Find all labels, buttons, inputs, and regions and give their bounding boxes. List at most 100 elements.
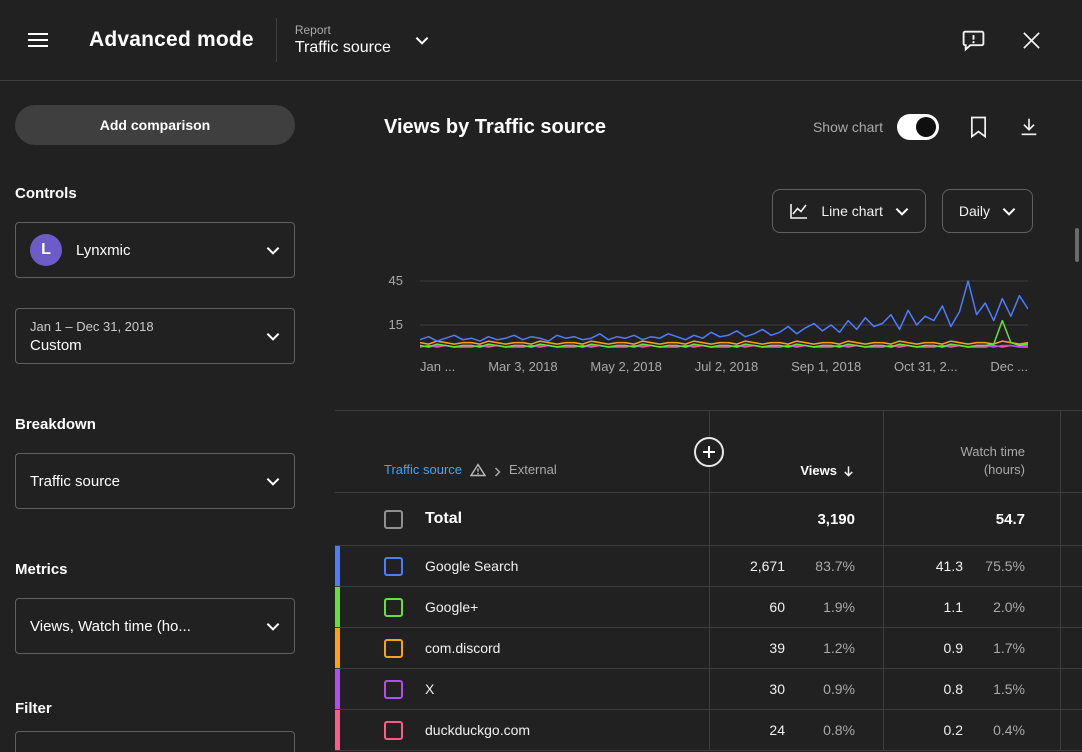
line-chart[interactable] — [420, 269, 1028, 353]
row-checkbox[interactable] — [384, 638, 403, 658]
total-label: Total — [425, 510, 463, 527]
row-views: 60 — [769, 599, 785, 615]
row-watch-time: 41.3 — [935, 558, 963, 574]
report-selector[interactable]: Report Traffic source — [295, 23, 429, 57]
chevron-down-icon — [415, 36, 429, 45]
scrollbar-thumb[interactable] — [1075, 228, 1079, 262]
row-color-bar — [335, 669, 340, 709]
chevron-down-icon — [266, 622, 280, 631]
row-views: 2,671 — [749, 558, 785, 574]
x-tick-label: Jul 2, 2018 — [694, 359, 759, 374]
x-tick-label: Jan ... — [420, 359, 456, 374]
total-row[interactable]: Total 3,190 54.7 — [335, 493, 1082, 546]
interval-label: Daily — [958, 203, 990, 219]
date-range-dropdown[interactable]: Jan 1 – Dec 31, 2018 Custom — [15, 308, 295, 364]
show-chart-toggle[interactable] — [897, 114, 939, 140]
row-watch-time-pct: 0.4% — [993, 722, 1025, 738]
download-button[interactable] — [1018, 116, 1040, 138]
views-column-label: Views — [800, 463, 837, 478]
add-comparison-button[interactable]: Add comparison — [15, 105, 295, 145]
metrics-heading: Metrics — [15, 561, 68, 578]
metrics-dropdown[interactable]: Views, Watch time (ho... — [15, 598, 295, 654]
topbar-divider — [275, 18, 277, 62]
table-row[interactable]: Google+ 60 1.9% 1.1 2.0% — [335, 587, 1082, 628]
metrics-value: Views, Watch time (ho... — [30, 617, 191, 635]
topbar: Advanced mode Report Traffic source — [0, 0, 1082, 81]
table-row[interactable]: X 30 0.9% 0.8 1.5% — [335, 669, 1082, 710]
plus-icon — [702, 445, 716, 459]
add-column-button[interactable] — [694, 437, 724, 467]
chart-type-label: Line chart — [821, 203, 883, 219]
main-header: Views by Traffic source Show chart — [335, 81, 1082, 149]
table-row[interactable]: com.discord 39 1.2% 0.9 1.7% — [335, 628, 1082, 669]
row-watch-time-pct: 75.5% — [985, 558, 1025, 574]
filter-dropdown[interactable] — [15, 731, 295, 752]
y-axis: 45 15 — [335, 269, 420, 353]
channel-name: Lynxmic — [76, 241, 131, 259]
extra-column — [1060, 546, 1082, 586]
breakdown-link[interactable]: Traffic source — [384, 462, 463, 477]
channel-dropdown[interactable]: L Lynxmic — [15, 222, 295, 278]
save-report-button[interactable] — [969, 115, 988, 139]
close-icon — [1021, 30, 1042, 51]
feedback-button[interactable] — [960, 28, 987, 53]
watch-time-column-unit: (hours) — [983, 462, 1025, 477]
row-color-bar — [335, 587, 340, 627]
row-views: 39 — [769, 640, 785, 656]
row-views: 30 — [769, 681, 785, 697]
row-checkbox[interactable] — [384, 720, 403, 740]
filter-heading: Filter — [15, 700, 52, 717]
report-label: Report — [294, 23, 331, 37]
total-checkbox[interactable] — [384, 509, 403, 529]
interval-dropdown[interactable]: Daily — [941, 189, 1033, 233]
row-checkbox[interactable] — [384, 597, 403, 617]
close-button[interactable] — [1021, 30, 1042, 51]
row-views-pct: 0.8% — [823, 722, 855, 738]
row-color-bar — [335, 628, 340, 668]
watch-time-column-header[interactable]: Watch time (hours) — [883, 411, 1060, 492]
report-title: Views by Traffic source — [384, 115, 606, 138]
hamburger-icon — [27, 32, 49, 48]
table-row[interactable]: Google Search 2,671 83.7% 41.3 75.5% — [335, 546, 1082, 587]
warning-icon — [470, 463, 487, 477]
page-title: Advanced mode — [89, 28, 254, 51]
chevron-down-icon — [266, 246, 280, 255]
date-range-value: Jan 1 – Dec 31, 2018 — [30, 318, 154, 334]
sort-descending-icon — [842, 464, 855, 478]
download-icon — [1018, 116, 1040, 138]
extra-column — [1060, 710, 1082, 750]
row-watch-time: 0.2 — [943, 722, 963, 738]
row-checkbox[interactable] — [384, 679, 403, 699]
row-label: Google Search — [425, 558, 519, 574]
extra-column — [1060, 587, 1082, 627]
extra-column — [1060, 493, 1082, 545]
chevron-down-icon — [266, 332, 280, 341]
row-watch-time: 0.9 — [943, 640, 963, 656]
total-watch-time: 54.7 — [995, 510, 1025, 528]
extra-column — [1060, 628, 1082, 668]
table-header: Traffic source External Views — [335, 411, 1082, 493]
toggle-knob — [916, 117, 936, 137]
breakdown-value: Traffic source — [30, 472, 121, 490]
chart-type-dropdown[interactable]: Line chart — [772, 189, 926, 233]
row-watch-time: 0.8 — [943, 681, 963, 697]
table-row[interactable]: duckduckgo.com 24 0.8% 0.2 0.4% — [335, 710, 1082, 751]
x-tick-label: Dec ... — [990, 359, 1028, 374]
row-views-pct: 1.9% — [823, 599, 855, 615]
controls-heading: Controls — [15, 185, 77, 202]
row-color-bar — [335, 710, 340, 750]
x-tick-label: Oct 31, 2... — [893, 359, 958, 374]
show-chart-label: Show chart — [812, 119, 883, 135]
row-label: com.discord — [425, 640, 501, 656]
line-chart-icon — [789, 201, 809, 221]
views-column-header[interactable]: Views — [800, 463, 855, 478]
menu-button[interactable] — [27, 32, 49, 48]
breadcrumb-item[interactable]: External — [509, 462, 557, 477]
row-watch-time: 1.1 — [943, 599, 963, 615]
row-label: duckduckgo.com — [425, 722, 531, 738]
breakdown-dropdown[interactable]: Traffic source — [15, 453, 295, 509]
row-checkbox[interactable] — [384, 556, 403, 576]
row-label: Google+ — [425, 599, 479, 615]
chart-area: 45 15 Jan ... Mar 3, 2018 May 2, 2018 Jul 2… — [335, 269, 1082, 374]
x-tick-label: Mar 3, 2018 — [488, 359, 558, 374]
